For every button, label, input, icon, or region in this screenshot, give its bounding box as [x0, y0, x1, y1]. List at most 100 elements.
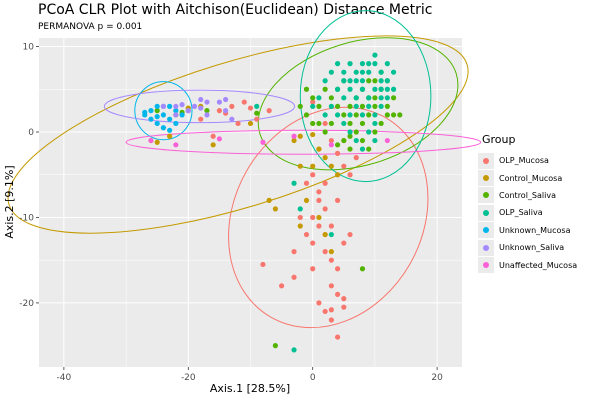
- y-tick-label: -10: [19, 213, 34, 223]
- point-Control_Saliva: [359, 103, 366, 109]
- point-Control_Mucosa: [310, 131, 316, 138]
- legend-items: OLP_Mucosa Control_Mucosa Control_Saliva OL…: [478, 152, 596, 274]
- point-Control_Saliva: [204, 108, 210, 114]
- point-OLP_Mucosa: [216, 108, 222, 114]
- point-OLP_Mucosa: [279, 283, 285, 289]
- point-Control_Saliva: [366, 146, 372, 152]
- point-Unaffected_Mucosa: [173, 142, 179, 148]
- point-Control_Saliva: [390, 95, 397, 101]
- point-Control_Saliva: [359, 137, 366, 144]
- point-OLP_Saliva: [378, 86, 384, 92]
- point-OLP_Mucosa: [291, 274, 297, 280]
- point-Control_Saliva: [341, 137, 347, 144]
- point-Control_Saliva: [378, 120, 384, 127]
- point-OLP_Saliva: [378, 103, 384, 109]
- point-Control_Mucosa: [316, 146, 322, 152]
- point-OLP_Mucosa: [291, 249, 297, 255]
- point-OLP_Mucosa: [341, 163, 347, 169]
- point-Unknown_Saliva: [191, 103, 198, 109]
- point-OLP_Saliva: [297, 206, 303, 212]
- legend-item: Unknown_Mucosa: [478, 222, 596, 239]
- point-Unaffected_Mucosa: [260, 139, 266, 145]
- point-OLP_Mucosa: [310, 99, 316, 105]
- point-Control_Mucosa: [272, 206, 278, 212]
- point-OLP_Mucosa: [322, 180, 328, 186]
- legend-dot-icon: [483, 262, 489, 269]
- point-OLP_Mucosa: [328, 257, 334, 263]
- point-OLP_Saliva: [341, 95, 347, 101]
- point-Control_Saliva: [366, 78, 372, 84]
- point-OLP_Saliva: [359, 61, 366, 67]
- point-OLP_Saliva: [353, 137, 359, 144]
- point-Control_Mucosa: [310, 163, 316, 169]
- legend-item: Unaffected_Mucosa: [478, 256, 596, 274]
- point-OLP_Saliva: [322, 78, 328, 84]
- point-OLP_Mucosa: [254, 116, 260, 122]
- point-OLP_Mucosa: [322, 249, 328, 255]
- point-Control_Saliva: [334, 142, 341, 148]
- point-Control_Saliva: [384, 112, 390, 118]
- point-OLP_Saliva: [353, 69, 359, 75]
- legend-key: [478, 222, 494, 239]
- legend: Group OLP_Mucosa Control_Mucosa Control_Sa…: [478, 133, 596, 274]
- x-tick-label: -20: [181, 373, 196, 383]
- point-Control_Mucosa: [297, 133, 303, 139]
- point-OLP_Mucosa: [303, 231, 310, 238]
- legend-key: [478, 152, 494, 169]
- point-OLP_Saliva: [359, 78, 366, 84]
- point-OLP_Mucosa: [322, 308, 328, 315]
- point-OLP_Saliva: [372, 137, 378, 144]
- point-Control_Saliva: [372, 95, 378, 101]
- point-OLP_Saliva: [347, 78, 353, 84]
- point-Unknown_Mucosa: [154, 120, 160, 127]
- point-OLP_Mucosa: [328, 307, 334, 313]
- point-Control_Saliva: [328, 120, 334, 127]
- point-OLP_Saliva: [353, 103, 359, 109]
- point-Control_Saliva: [359, 266, 366, 272]
- point-Unknown_Mucosa: [179, 112, 185, 118]
- legend-key: [478, 204, 494, 221]
- legend-item: OLP_Saliva: [478, 204, 596, 221]
- point-Control_Saliva: [310, 95, 316, 101]
- point-OLP_Saliva: [372, 52, 378, 58]
- point-Control_Saliva: [347, 133, 353, 139]
- point-Unknown_Saliva: [173, 103, 179, 109]
- point-Unaffected_Mucosa: [328, 142, 334, 148]
- legend-title: Group: [482, 133, 516, 146]
- point-OLP_Saliva: [347, 112, 353, 118]
- point-OLP_Saliva: [291, 180, 297, 186]
- legend-key: [478, 187, 494, 204]
- x-axis-label: Axis.1 [28.5%]: [210, 382, 290, 395]
- point-Control_Saliva: [303, 112, 310, 118]
- point-Control_Mucosa: [266, 197, 272, 203]
- point-Control_Saliva: [347, 146, 353, 152]
- legend-item: Unknown_Saliva: [478, 239, 596, 256]
- point-OLP_Saliva: [378, 95, 384, 101]
- point-Unknown_Saliva: [185, 108, 191, 114]
- point-OLP_Saliva: [347, 129, 353, 135]
- point-OLP_Saliva: [366, 95, 372, 101]
- point-Control_Mucosa: [210, 142, 216, 148]
- legend-label: Control_Mucosa: [499, 173, 563, 183]
- point-OLP_Saliva: [378, 69, 384, 75]
- point-OLP_Saliva: [372, 86, 378, 92]
- y-tick-label: 10: [23, 43, 35, 53]
- ellipses: [7, 10, 482, 329]
- point-OLP_Mucosa: [334, 266, 341, 272]
- legend-label: OLP_Mucosa: [499, 156, 549, 166]
- point-Control_Saliva: [316, 103, 322, 109]
- ellipse-OLP_Mucosa: [228, 106, 429, 329]
- point-Control_Saliva: [372, 103, 378, 109]
- point-Unaffected_Mucosa: [291, 133, 297, 139]
- ellipse-Control_Mucosa: [7, 35, 469, 234]
- point-OLP_Mucosa: [247, 105, 254, 111]
- point-OLP_Mucosa: [297, 214, 303, 221]
- chart-subtitle: PERMANOVA p = 0.001: [38, 22, 143, 32]
- y-tick-label: 0: [28, 128, 34, 138]
- point-Control_Mucosa: [154, 139, 160, 145]
- point-OLP_Mucosa: [334, 291, 341, 297]
- point-OLP_Saliva: [366, 103, 372, 109]
- point-OLP_Mucosa: [353, 155, 359, 161]
- point-Control_Saliva: [297, 103, 303, 109]
- point-OLP_Mucosa: [260, 261, 266, 268]
